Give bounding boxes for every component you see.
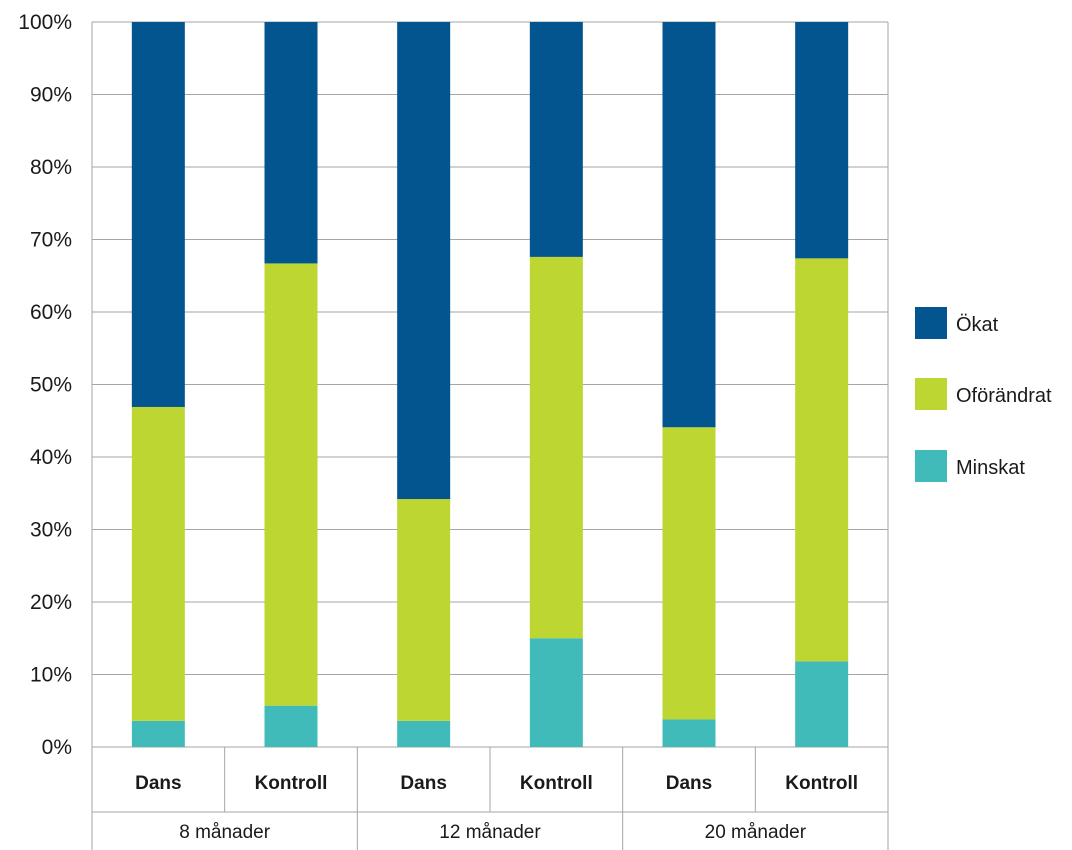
y-tick-label: 80% [30, 156, 72, 179]
legend-swatch [915, 450, 947, 482]
x-category-label: Kontroll [520, 773, 593, 794]
y-tick-label: 20% [30, 591, 72, 614]
bar-segment [795, 22, 849, 259]
bar-segment [264, 263, 318, 706]
bar-segment [529, 22, 583, 257]
x-category-label: Dans [400, 773, 446, 794]
bar-segment [529, 256, 583, 639]
y-tick-label: 100% [18, 11, 72, 34]
bar-segment [662, 22, 716, 428]
bar-segment [795, 258, 849, 662]
x-category-label: Dans [666, 773, 712, 794]
x-category-label: Kontroll [255, 773, 328, 794]
y-tick-label: 30% [30, 519, 72, 542]
y-tick-label: 0% [42, 736, 72, 759]
legend-label: Minskat [956, 457, 1025, 479]
x-category-label: Dans [135, 773, 181, 794]
bar-segment [795, 661, 849, 747]
y-tick-label: 60% [30, 301, 72, 324]
x-group-label: 20 månader [705, 822, 807, 843]
axes: 0% 10% 20% 30% 40% 50% 60% 70% 80% 90% 100% Dans Kon… [18, 11, 889, 850]
bar-segment [264, 22, 318, 264]
bar-segment [264, 705, 318, 747]
y-tick-label: 50% [30, 374, 72, 397]
bar-segment [131, 406, 185, 721]
bar-segment [662, 719, 716, 747]
y-tick-label: 90% [30, 84, 72, 107]
x-group-label: 8 månader [179, 822, 271, 843]
bar-segment [131, 22, 185, 407]
x-group-label: 12 månader [439, 822, 541, 843]
x-category-label: Kontroll [785, 773, 858, 794]
y-tick-label: 70% [30, 229, 72, 252]
bars [131, 22, 849, 747]
legend: Ökat Oförändrat Minskat [915, 307, 1052, 482]
gridlines [92, 21, 888, 748]
y-tick-label: 40% [30, 446, 72, 469]
y-tick-label: 10% [30, 664, 72, 687]
bar-segment [529, 638, 583, 747]
legend-label: Oförändrat [956, 385, 1052, 407]
bar-segment [397, 499, 451, 721]
bar-segment [397, 22, 451, 500]
legend-swatch [915, 378, 947, 410]
bar-segment [662, 427, 716, 720]
legend-swatch [915, 307, 947, 339]
bar-segment [131, 720, 185, 747]
bar-segment [397, 720, 451, 747]
legend-label: Ökat [956, 314, 999, 336]
